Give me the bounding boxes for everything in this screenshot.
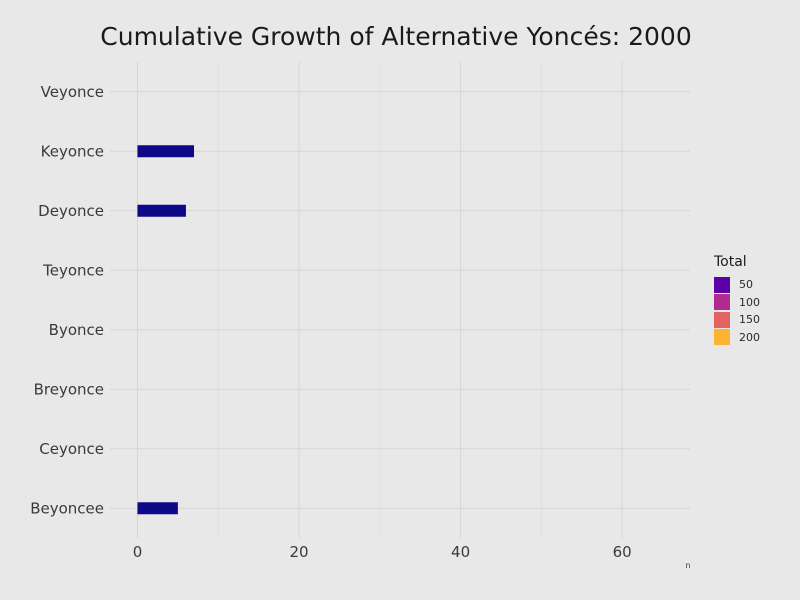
y-tick-label: Keyonce [41, 142, 104, 160]
legend-title: Total [714, 254, 747, 270]
bar [137, 145, 195, 158]
bar [137, 502, 178, 515]
legend-label: 200 [739, 330, 760, 344]
y-tick-label: Beyoncee [30, 499, 104, 517]
x-tick-label: 20 [289, 543, 308, 561]
x-tick-label: 60 [613, 543, 632, 561]
legend-swatch [714, 329, 730, 346]
y-tick-label: Deyonce [38, 202, 104, 220]
y-tick-label: Breyonce [34, 380, 104, 398]
x-tick-label: 0 [133, 543, 143, 561]
x-axis-tick-labels: 0 20 40 60 [133, 543, 632, 561]
legend-label: 150 [739, 313, 760, 327]
y-tick-label: Ceyonce [39, 440, 104, 458]
legend-label: 100 [739, 295, 760, 309]
legend-entry: 150 [714, 311, 760, 329]
x-axis-title: n [685, 561, 690, 570]
gridlines [110, 62, 690, 538]
x-tick-label: 40 [451, 543, 470, 561]
legend-swatch [714, 294, 730, 311]
y-tick-label: Veyonce [41, 83, 104, 101]
legend-swatch [714, 311, 730, 328]
legend-entry: 100 [714, 294, 760, 312]
legend-entries: 50 100 150 200 [714, 276, 760, 346]
y-tick-label: Teyonce [42, 261, 104, 279]
legend-swatch [714, 276, 730, 293]
bars [137, 145, 195, 515]
bar [137, 204, 186, 217]
y-axis-tick-labels: Veyonce Keyonce Deyonce Teyonce Byonce Breyon… [30, 83, 104, 518]
legend: Total 50 100 150 200 [714, 254, 760, 346]
legend-label: 50 [739, 278, 753, 292]
legend-entry: 50 [714, 276, 760, 294]
chart-title: Cumulative Growth of Alternative Yoncés:… [100, 22, 692, 51]
legend-entry: 200 [714, 329, 760, 347]
y-tick-label: Byonce [49, 321, 104, 339]
